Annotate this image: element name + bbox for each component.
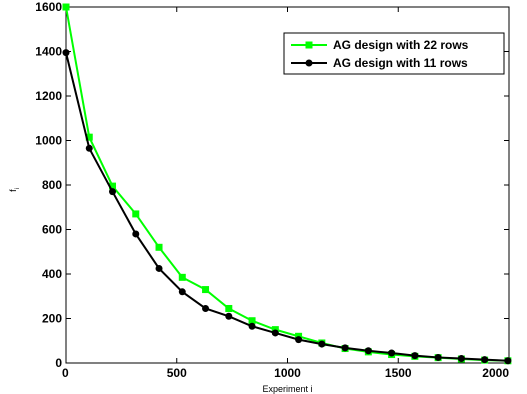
- data-point: [248, 317, 256, 325]
- y-tick-label: 200: [42, 312, 62, 326]
- y-axis-label-subscript: i: [15, 188, 21, 189]
- data-point: [202, 304, 210, 312]
- data-point: [341, 344, 349, 352]
- legend-label: AG design with 11 rows: [333, 56, 468, 70]
- y-tick-label: 1200: [35, 89, 62, 103]
- data-point: [202, 286, 210, 294]
- data-point: [411, 352, 419, 360]
- data-point: [85, 144, 93, 152]
- data-point: [248, 322, 256, 330]
- legend: AG design with 22 rows AG design with 11 …: [283, 32, 505, 75]
- x-tick-label: 1500: [385, 366, 412, 380]
- series-2: [62, 49, 512, 365]
- y-tick-label: 600: [42, 223, 62, 237]
- data-point: [62, 49, 70, 57]
- legend-marker: [305, 41, 313, 49]
- data-point: [434, 353, 442, 361]
- y-tick-label: 400: [42, 267, 62, 281]
- x-tick-label: 0: [62, 366, 69, 380]
- data-point: [155, 264, 163, 272]
- series-group: [62, 3, 512, 365]
- series-line: [65, 52, 508, 362]
- data-point: [271, 329, 279, 337]
- data-point: [62, 3, 70, 11]
- data-point: [178, 288, 186, 296]
- data-point: [109, 182, 117, 190]
- data-point: [85, 133, 93, 141]
- x-tick-label: 2000: [482, 366, 509, 380]
- data-point: [295, 336, 303, 344]
- data-point: [318, 340, 326, 348]
- data-point: [132, 230, 140, 238]
- y-tick-label: 0: [55, 356, 62, 370]
- legend-label: AG design with 22 rows: [333, 38, 469, 52]
- svg-text:fi: fi: [8, 188, 21, 192]
- y-tick-label: 1000: [35, 134, 62, 148]
- x-tick-label: 1000: [274, 366, 301, 380]
- y-tick-label: 800: [42, 178, 62, 192]
- data-point: [109, 188, 117, 196]
- data-point: [225, 304, 233, 312]
- data-point: [178, 273, 186, 281]
- data-point: [457, 355, 465, 363]
- x-axis-label: Experiment i: [262, 384, 312, 394]
- data-point: [155, 243, 163, 251]
- legend-item-1: AG design with 22 rows: [291, 38, 469, 52]
- y-axis-label: fi: [8, 188, 21, 192]
- legend-item-2: AG design with 11 rows: [291, 56, 468, 70]
- data-point: [388, 349, 396, 357]
- data-point: [504, 357, 512, 365]
- data-point: [364, 347, 372, 355]
- legend-box: [283, 32, 505, 75]
- data-point: [132, 210, 140, 218]
- data-point: [225, 312, 233, 320]
- legend-marker: [305, 59, 313, 67]
- y-tick-label: 1400: [35, 45, 62, 59]
- y-tick-label: 1600: [35, 0, 62, 14]
- data-point: [481, 356, 489, 364]
- x-tick-label: 500: [167, 366, 187, 380]
